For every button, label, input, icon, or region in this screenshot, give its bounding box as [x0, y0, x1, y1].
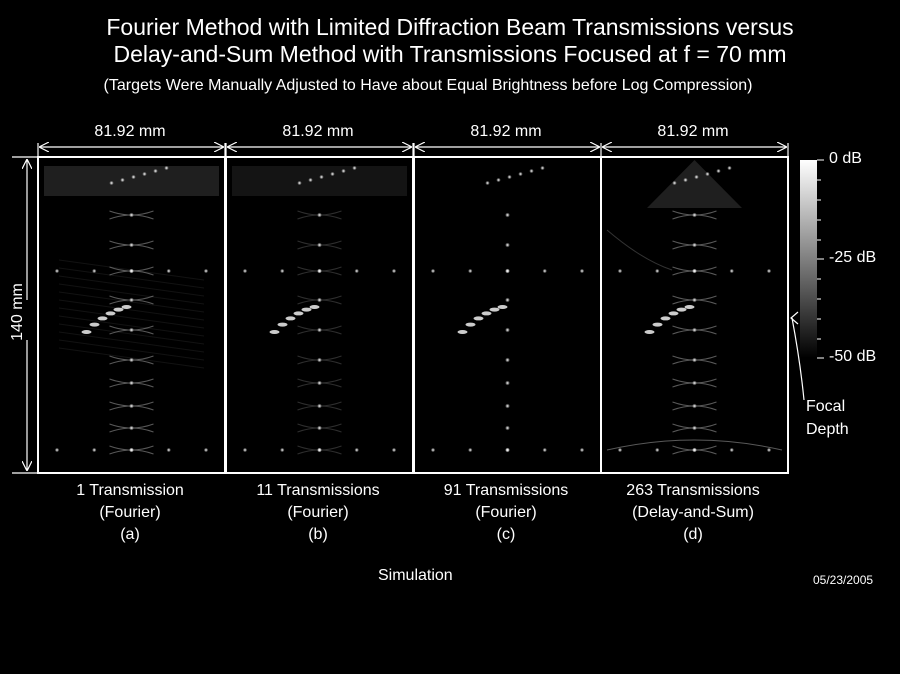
panel-b-caption: 11 Transmissions (Fourier) (b) [224, 480, 412, 546]
panel-c-width-label: 81.92 mm [470, 123, 542, 140]
panel-d-caption: 263 Transmissions (Delay-and-Sum) (d) [599, 480, 787, 546]
panel-d-caption-line2: (Delay-and-Sum) [632, 504, 754, 521]
date-label: 05/23/2005 [813, 573, 874, 587]
ultrasound-panel-a [44, 165, 219, 455]
colorbar-bottom-label: -50 dB [829, 348, 877, 365]
title-line-1: Fourier Method with Limited Diffraction … [106, 14, 794, 40]
depth-dimension-arrow [12, 156, 38, 474]
width-dimension-arrows [37, 143, 789, 157]
colorbar-top-label: 0 dB [829, 150, 862, 167]
panel-b-width-label: 81.92 mm [282, 123, 354, 140]
focal-depth-marker [790, 311, 805, 401]
footer-label: Simulation [378, 567, 453, 584]
colorbar-ticks [817, 159, 824, 359]
panel-a-width-label: 81.92 mm [94, 123, 166, 140]
panel-frames [37, 156, 789, 474]
panel-b-caption-line2: (Fourier) [287, 504, 349, 521]
ultrasound-panel-c [430, 165, 585, 453]
panel-c-caption-line2: (Fourier) [475, 504, 537, 521]
panel-c-caption: 91 Transmissions (Fourier) (c) [412, 480, 600, 546]
focal-label-line2: Depth [806, 421, 849, 438]
depth-label: 140 mm [9, 283, 26, 341]
colorbar [800, 160, 817, 358]
title-line-2: Delay-and-Sum Method with Transmissions … [113, 41, 787, 67]
panel-c-caption-line1: 91 Transmissions [443, 482, 569, 499]
panel-a-caption-line1: 1 Transmission [76, 482, 184, 499]
panel-d-width-label: 81.92 mm [657, 123, 729, 140]
panel-d-caption-line1: 263 Transmissions [626, 482, 760, 499]
panel-a-caption-line2: (Fourier) [99, 504, 161, 521]
panel-b-caption-line3: (b) [308, 526, 328, 543]
panel-a-caption-line3: (a) [120, 526, 140, 543]
panel-a-caption: 1 Transmission (Fourier) (a) [36, 480, 224, 546]
ultrasound-panel-b [232, 165, 407, 455]
panel-c-caption-line3: (c) [496, 526, 516, 543]
panel-b-caption-line1: 11 Transmissions [256, 482, 380, 499]
focal-label-line1: Focal [806, 398, 846, 415]
subtitle: (Targets Were Manually Adjusted to Have … [103, 77, 753, 94]
colorbar-mid-label: -25 dB [829, 249, 877, 266]
ultrasound-panel-d [606, 160, 783, 455]
panel-d-caption-line3: (d) [683, 526, 703, 543]
